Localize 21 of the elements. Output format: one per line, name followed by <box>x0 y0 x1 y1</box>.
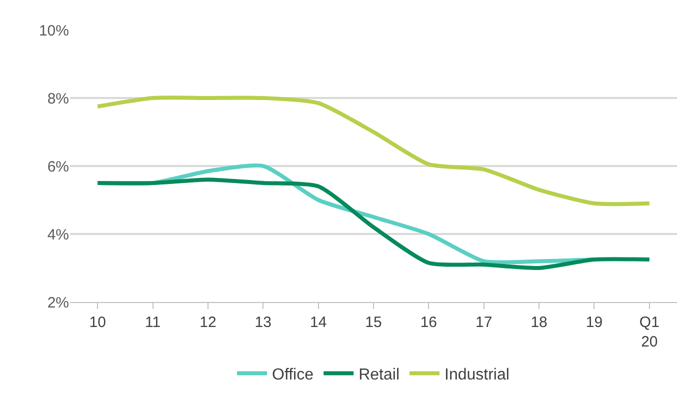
x-tick-label: 14 <box>310 314 327 331</box>
x-tick-label: 17 <box>476 314 492 331</box>
x-tick-label: 10 <box>89 314 106 331</box>
line-series <box>96 178 652 270</box>
x-tick-label: 19 <box>586 314 603 331</box>
legend-label: Industrial <box>444 366 510 384</box>
line-series <box>96 96 652 206</box>
y-tick-label: 10% <box>38 22 69 40</box>
y-tick-label: 2% <box>47 294 69 312</box>
x-tick-label: 15 <box>365 314 382 331</box>
x-tick-label: 12 <box>200 314 216 331</box>
x-tick-label: Q1 20 <box>639 314 660 350</box>
y-tick-label: 6% <box>47 158 69 176</box>
legend-label: Retail <box>358 366 400 384</box>
legend-label: Office <box>272 366 314 384</box>
y-tick-label: 8% <box>47 90 69 108</box>
x-tick-label: 13 <box>254 314 272 331</box>
x-tick-label: 11 <box>144 314 161 331</box>
x-tick-label: 18 <box>530 314 548 331</box>
x-tick-label: 16 <box>420 314 438 331</box>
y-tick-label: 4% <box>47 226 69 244</box>
